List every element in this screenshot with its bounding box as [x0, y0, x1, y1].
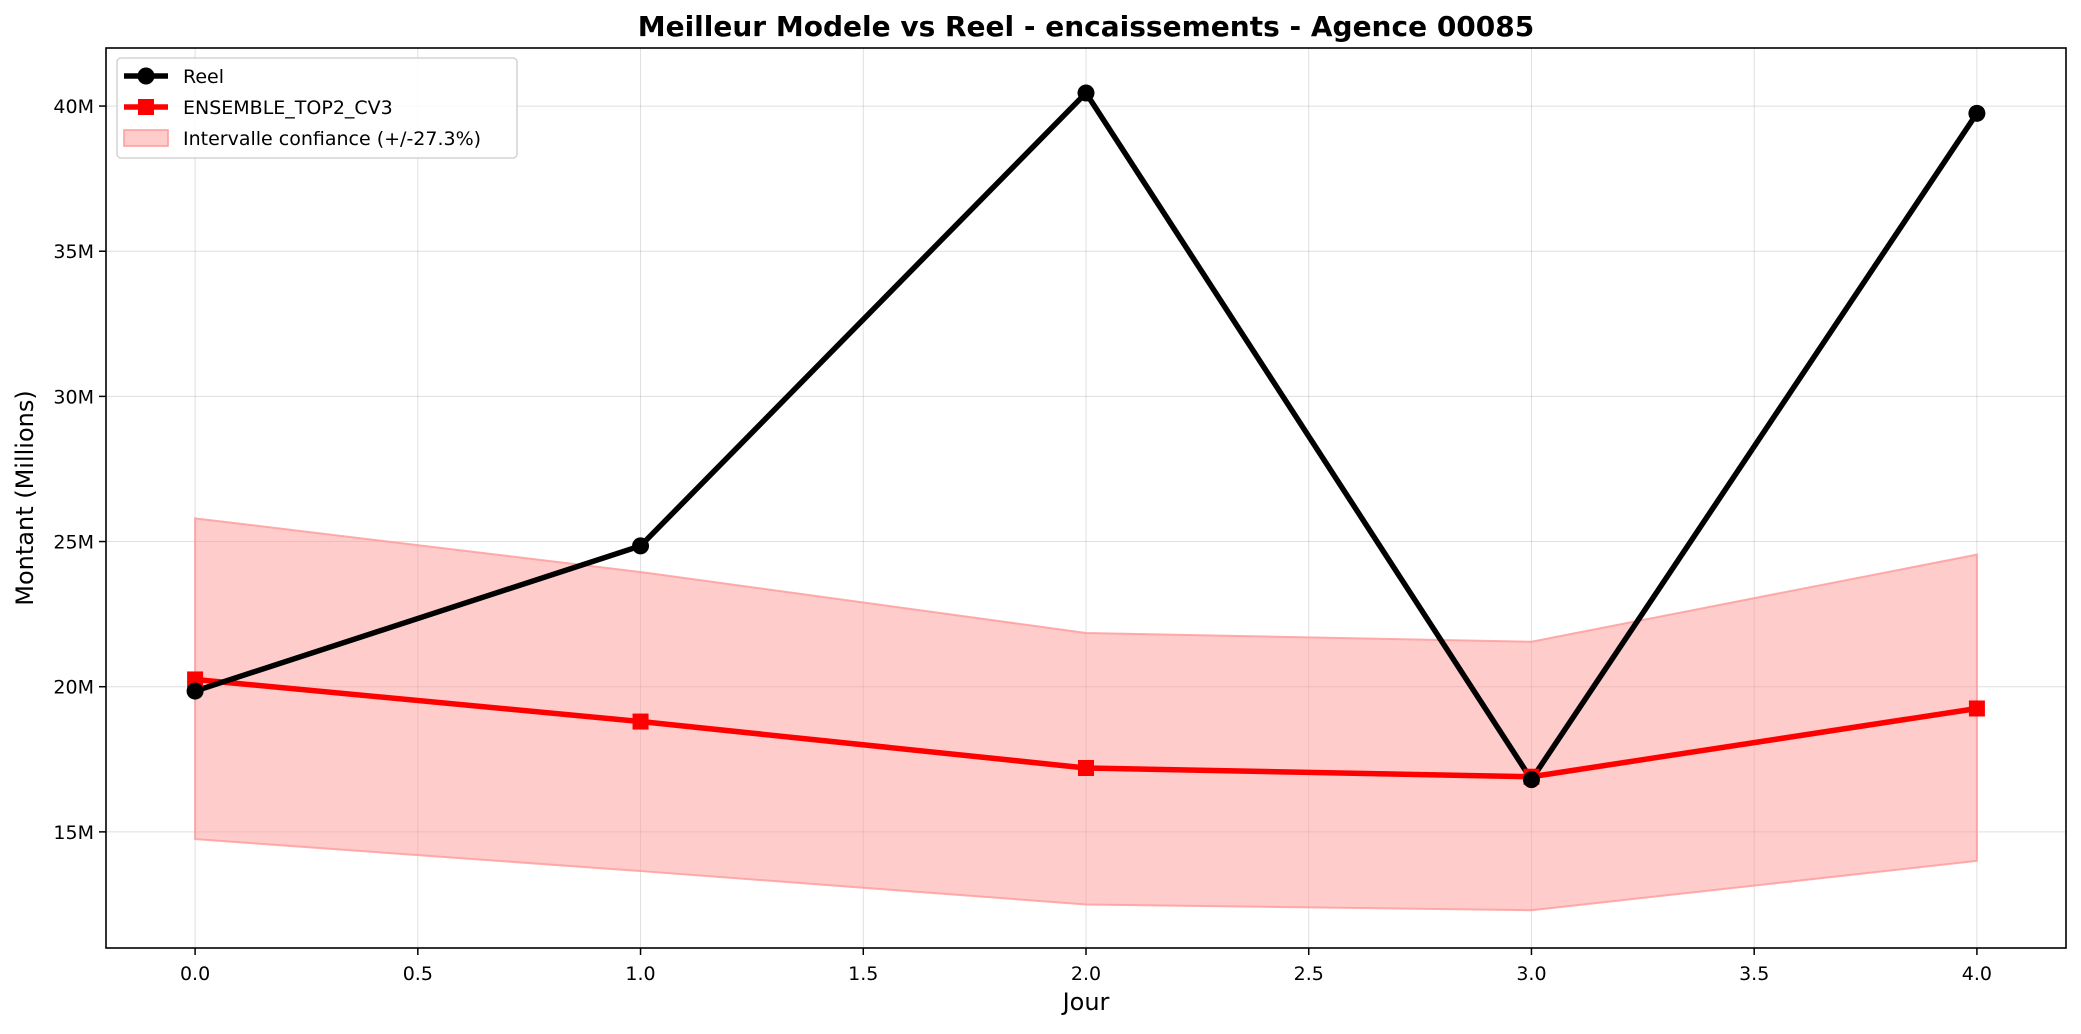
data-point-ensemble [187, 671, 204, 688]
tick-layer: 0.0 0.5 1.0 1.5 2.0 2.5 3.0 3.5 4.0 15M 20M 25M 30M 3… [53, 96, 1992, 985]
legend-label-reel: Reel [183, 66, 224, 88]
legend-label-ensemble: ENSEMBLE_TOP2_CV3 [183, 97, 393, 119]
x-tick-label: 0.5 [403, 963, 433, 985]
chart-title: Meilleur Modele vs Reel - encaissements … [638, 10, 1535, 43]
confidence-band-layer [194, 517, 1978, 912]
data-point-reel [632, 537, 650, 555]
data-point-reel [1522, 771, 1540, 789]
y-tick-label: 30M [53, 386, 94, 408]
x-tick-label: 2.0 [1071, 963, 1101, 985]
legend-swatch-confidence-band [123, 129, 169, 147]
legend: Reel ENSEMBLE_TOP2_CV3 Intervalle confia… [116, 57, 518, 159]
data-point-ensemble [1078, 760, 1094, 776]
confidence-band-area [194, 517, 1978, 912]
data-point-reel [1968, 104, 1986, 122]
x-tick-label: 4.0 [1962, 963, 1992, 985]
legend-label-confidence-band: Intervalle confiance (+/-27.3%) [183, 128, 481, 150]
x-tick-label: 0.0 [180, 963, 210, 985]
x-tick-label: 3.5 [1739, 963, 1769, 985]
y-tick-label: 25M [53, 532, 94, 554]
legend-box [116, 57, 518, 159]
series-layer [186, 84, 1986, 789]
x-tick-label: 1.0 [625, 963, 655, 985]
y-tick-label: 40M [53, 96, 94, 118]
y-tick-label: 20M [53, 677, 94, 699]
data-point-reel [1077, 84, 1095, 102]
legend-marker-reel [137, 67, 155, 85]
y-tick-label: 15M [53, 822, 94, 844]
y-tick-label: 35M [53, 241, 94, 263]
x-tick-label: 3.0 [1516, 963, 1546, 985]
x-tick-label: 1.5 [848, 963, 878, 985]
data-point-ensemble [1968, 700, 1985, 717]
data-point-reel [186, 682, 204, 700]
y-axis-label: Montant (Millions) [11, 390, 39, 605]
legend-marker-ensemble [138, 99, 154, 115]
data-point-ensemble [632, 713, 649, 730]
x-axis-label: Jour [1061, 988, 1110, 1016]
x-tick-label: 2.5 [1294, 963, 1324, 985]
